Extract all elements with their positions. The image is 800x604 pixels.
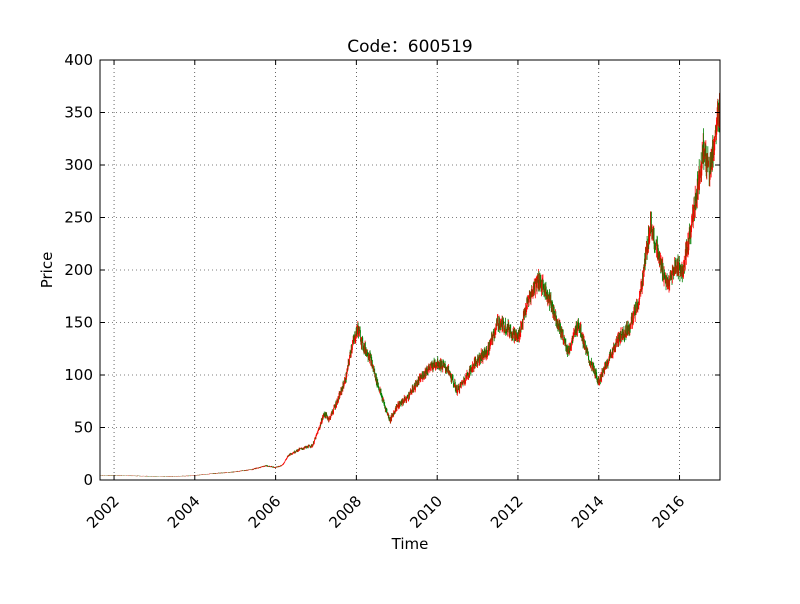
x-tick-label: 2014 — [568, 492, 608, 532]
y-tick-label: 300 — [64, 156, 93, 174]
x-tick-label: 2002 — [83, 492, 123, 532]
y-tick-label: 0 — [83, 471, 93, 489]
x-tick-label: 2008 — [325, 492, 365, 532]
x-tick-label: 2016 — [649, 492, 689, 532]
y-tick-label: 350 — [64, 104, 93, 122]
x-tick-label: 2004 — [164, 492, 204, 532]
grid-lines — [100, 60, 720, 480]
x-tick-label: 2006 — [245, 492, 285, 532]
y-tick-label: 200 — [64, 261, 93, 279]
y-tick-label: 250 — [64, 209, 93, 227]
y-axis-label: Price — [38, 252, 56, 289]
x-tick-label: 2010 — [406, 492, 446, 532]
y-tick-label: 50 — [74, 419, 93, 437]
chart-title: Code：600519 — [347, 37, 472, 57]
axis-ticks: 0 50 100 150 200 250 300 350 400 2002 2004 2006 2008… — [64, 51, 720, 532]
x-axis-label: Time — [391, 535, 429, 553]
y-tick-label: 400 — [64, 51, 93, 69]
x-tick-label: 2012 — [487, 492, 527, 532]
y-tick-label: 100 — [64, 366, 93, 384]
y-tick-label: 150 — [64, 314, 93, 332]
candle-series — [99, 92, 721, 477]
